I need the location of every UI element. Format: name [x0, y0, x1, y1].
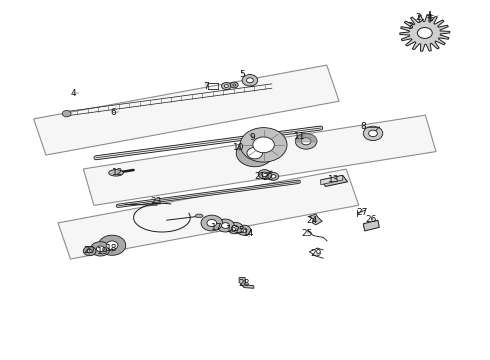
- Circle shape: [253, 137, 274, 153]
- Circle shape: [363, 126, 383, 140]
- Text: 3: 3: [407, 22, 413, 31]
- Circle shape: [232, 226, 239, 230]
- Text: 15: 15: [234, 226, 246, 235]
- Circle shape: [83, 246, 96, 256]
- Text: 13: 13: [328, 175, 340, 184]
- Circle shape: [241, 228, 247, 232]
- Text: 27: 27: [357, 208, 368, 217]
- Circle shape: [230, 82, 238, 88]
- Text: 18: 18: [106, 244, 118, 253]
- Circle shape: [268, 172, 279, 180]
- Text: 12: 12: [112, 168, 123, 177]
- Ellipse shape: [195, 214, 203, 218]
- Polygon shape: [309, 214, 322, 225]
- Text: 14: 14: [243, 229, 255, 238]
- Text: 25: 25: [302, 229, 313, 238]
- Circle shape: [201, 215, 222, 231]
- Text: 7: 7: [203, 82, 209, 91]
- Text: 8: 8: [360, 122, 366, 131]
- Text: 23: 23: [150, 197, 162, 206]
- Circle shape: [262, 172, 268, 176]
- Circle shape: [295, 134, 317, 149]
- Circle shape: [240, 128, 287, 162]
- Circle shape: [106, 241, 118, 249]
- Circle shape: [301, 138, 311, 145]
- Text: 1: 1: [428, 14, 434, 23]
- Circle shape: [217, 219, 234, 232]
- Text: 21: 21: [254, 172, 266, 181]
- Text: 28: 28: [238, 279, 250, 288]
- Circle shape: [242, 75, 258, 86]
- Circle shape: [221, 223, 229, 228]
- Text: 24: 24: [307, 216, 318, 225]
- Text: 26: 26: [366, 215, 377, 224]
- Polygon shape: [58, 169, 359, 259]
- Circle shape: [98, 235, 126, 255]
- Polygon shape: [239, 278, 254, 288]
- Circle shape: [237, 225, 251, 235]
- Circle shape: [91, 242, 110, 256]
- Circle shape: [224, 85, 228, 87]
- Circle shape: [87, 249, 92, 253]
- Text: 4: 4: [70, 89, 76, 98]
- Circle shape: [368, 130, 377, 136]
- Circle shape: [417, 27, 432, 39]
- Circle shape: [221, 82, 231, 90]
- Text: 17: 17: [211, 223, 222, 232]
- Circle shape: [236, 139, 273, 167]
- Polygon shape: [400, 15, 450, 51]
- Text: 20: 20: [83, 246, 95, 255]
- Circle shape: [233, 84, 236, 86]
- Text: 10: 10: [233, 143, 245, 152]
- Text: 9: 9: [249, 133, 255, 142]
- Polygon shape: [363, 220, 379, 231]
- Text: 11: 11: [294, 132, 305, 141]
- Text: 16: 16: [225, 225, 237, 234]
- Circle shape: [246, 78, 253, 83]
- Circle shape: [227, 222, 243, 234]
- Polygon shape: [34, 65, 339, 155]
- Text: 22: 22: [263, 174, 274, 183]
- Ellipse shape: [109, 170, 123, 176]
- Polygon shape: [321, 175, 347, 186]
- Circle shape: [258, 170, 271, 179]
- Text: 5: 5: [239, 70, 245, 79]
- Circle shape: [247, 147, 263, 159]
- Text: 6: 6: [110, 108, 116, 117]
- Circle shape: [207, 220, 217, 226]
- Polygon shape: [321, 175, 343, 185]
- Polygon shape: [83, 115, 436, 206]
- Circle shape: [271, 175, 276, 178]
- Text: 29: 29: [310, 249, 321, 258]
- Text: 19: 19: [97, 247, 108, 256]
- Text: 2: 2: [416, 13, 421, 22]
- Circle shape: [97, 246, 104, 252]
- Circle shape: [62, 111, 71, 117]
